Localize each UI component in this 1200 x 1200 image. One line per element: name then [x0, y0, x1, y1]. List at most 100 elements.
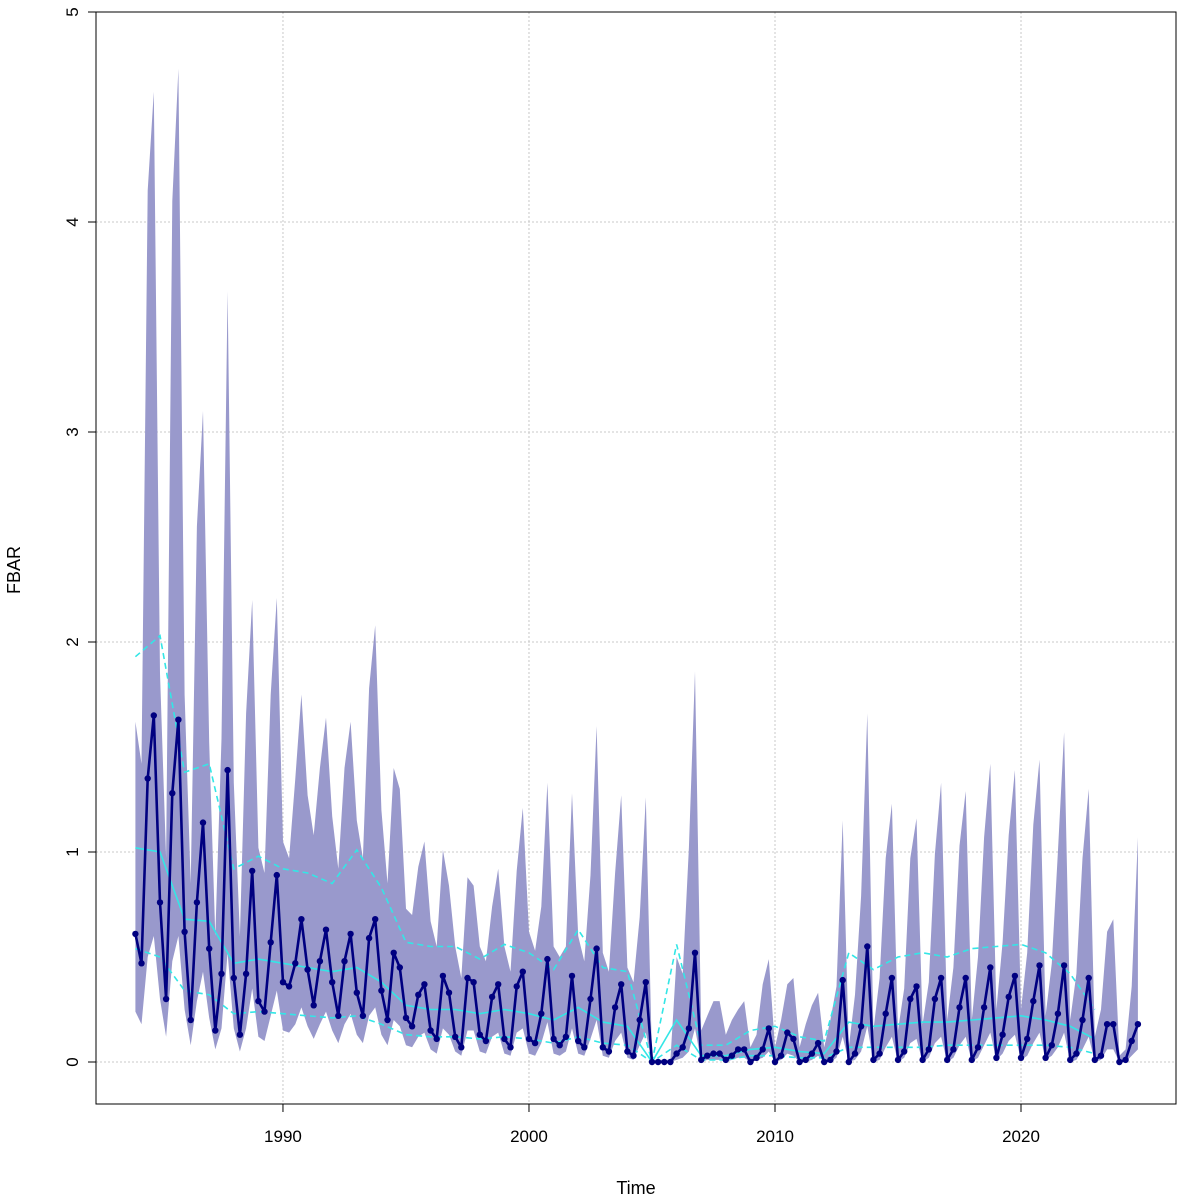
main-series-point — [661, 1058, 668, 1066]
main-series-point — [777, 1052, 785, 1059]
main-series-point — [1048, 1042, 1056, 1049]
main-series-point — [581, 1044, 588, 1051]
main-series-point — [1042, 1054, 1049, 1062]
main-series-point — [138, 960, 145, 967]
main-series-point — [907, 995, 914, 1003]
main-series-point — [851, 1050, 859, 1057]
main-series-point — [944, 1056, 951, 1064]
main-series-point — [519, 968, 526, 975]
main-series-point — [1091, 1056, 1099, 1064]
main-series-point — [685, 1025, 693, 1032]
main-series-point — [901, 1048, 908, 1055]
main-series-point — [790, 1035, 797, 1043]
main-series-point — [747, 1058, 754, 1066]
main-series-point — [488, 993, 496, 1001]
main-series-point — [1023, 1035, 1031, 1043]
main-series-point — [538, 1010, 545, 1017]
main-series-point — [698, 1056, 705, 1064]
main-series-point — [870, 1056, 877, 1064]
main-series-point — [206, 945, 213, 952]
main-series-point — [611, 1004, 619, 1011]
main-series-point — [845, 1058, 852, 1066]
main-series-point — [839, 976, 846, 984]
uncertainty-band — [135, 68, 1138, 1062]
main-series-point — [587, 995, 594, 1003]
main-series-point — [962, 974, 969, 982]
main-series-point — [808, 1050, 816, 1057]
main-series-point — [1103, 1020, 1111, 1028]
main-series-point — [556, 1042, 563, 1049]
main-series-point — [667, 1058, 674, 1066]
main-series-point — [322, 926, 330, 933]
y-tick-label: 1 — [63, 847, 82, 856]
main-series-point — [1017, 1054, 1025, 1062]
main-series-point — [193, 899, 201, 906]
main-series-point — [1134, 1020, 1142, 1028]
x-tick-label: 2010 — [756, 1127, 794, 1146]
main-series-point — [242, 970, 250, 977]
main-series-point — [1085, 974, 1092, 982]
main-series-point — [974, 1044, 982, 1051]
x-tick-label: 2020 — [1002, 1127, 1040, 1146]
main-series-point — [716, 1050, 723, 1057]
main-series-point — [365, 934, 373, 942]
main-series-point — [864, 943, 871, 950]
main-series-point — [710, 1050, 717, 1057]
main-series-point — [335, 1012, 342, 1019]
main-series-point — [753, 1054, 760, 1062]
main-series-point — [624, 1048, 631, 1055]
main-series-point — [759, 1046, 766, 1053]
main-series-point — [341, 958, 348, 965]
main-series-point — [630, 1052, 637, 1059]
main-series-point — [162, 995, 170, 1003]
main-series-point — [568, 972, 576, 980]
main-series-point — [734, 1046, 742, 1053]
main-series-point — [495, 981, 502, 988]
main-series-point — [415, 991, 422, 998]
main-series-point — [347, 930, 354, 938]
main-series-point — [507, 1044, 514, 1051]
main-series-point — [771, 1058, 779, 1066]
main-series-point — [187, 1016, 194, 1024]
main-series-point — [427, 1027, 434, 1034]
main-series-point — [329, 979, 336, 986]
main-series-point — [1122, 1056, 1129, 1064]
main-series-point — [390, 949, 397, 956]
main-series-point — [408, 1023, 416, 1030]
y-tick-label: 2 — [63, 637, 82, 646]
main-series-point — [1067, 1056, 1074, 1064]
main-series-point — [704, 1052, 711, 1059]
main-series-point — [784, 1029, 791, 1036]
main-series-point — [593, 945, 600, 952]
main-series-point — [937, 974, 945, 982]
main-series-line — [134, 714, 1140, 1064]
main-series-point — [888, 974, 896, 982]
main-series-point — [285, 983, 293, 990]
main-series-point — [679, 1044, 686, 1051]
main-series-point — [144, 775, 151, 782]
main-series-point — [575, 1037, 582, 1045]
y-axis-title: FBAR — [4, 546, 24, 594]
main-series-point — [605, 1048, 613, 1055]
main-series-point — [279, 979, 287, 986]
main-series-point — [999, 1031, 1006, 1038]
main-series-point — [980, 1004, 988, 1011]
main-series-point — [476, 1031, 483, 1038]
main-series-point — [814, 1039, 822, 1047]
main-series-point — [396, 964, 403, 971]
main-series-point — [741, 1046, 748, 1053]
main-series-point — [470, 979, 477, 986]
main-series-point — [1116, 1058, 1123, 1066]
main-series-point — [261, 1008, 268, 1015]
main-series-point — [156, 899, 164, 906]
main-series-point — [925, 1046, 932, 1053]
main-series-point — [212, 1027, 219, 1034]
main-series-point — [691, 949, 699, 956]
main-series-point — [421, 981, 428, 988]
smooth-upper-dashed-line — [134, 634, 1096, 1063]
main-series-point — [501, 1035, 508, 1043]
main-series-point — [876, 1050, 883, 1057]
main-series-point — [1079, 1016, 1086, 1024]
main-series-point — [802, 1056, 809, 1064]
main-series-point — [378, 987, 385, 994]
